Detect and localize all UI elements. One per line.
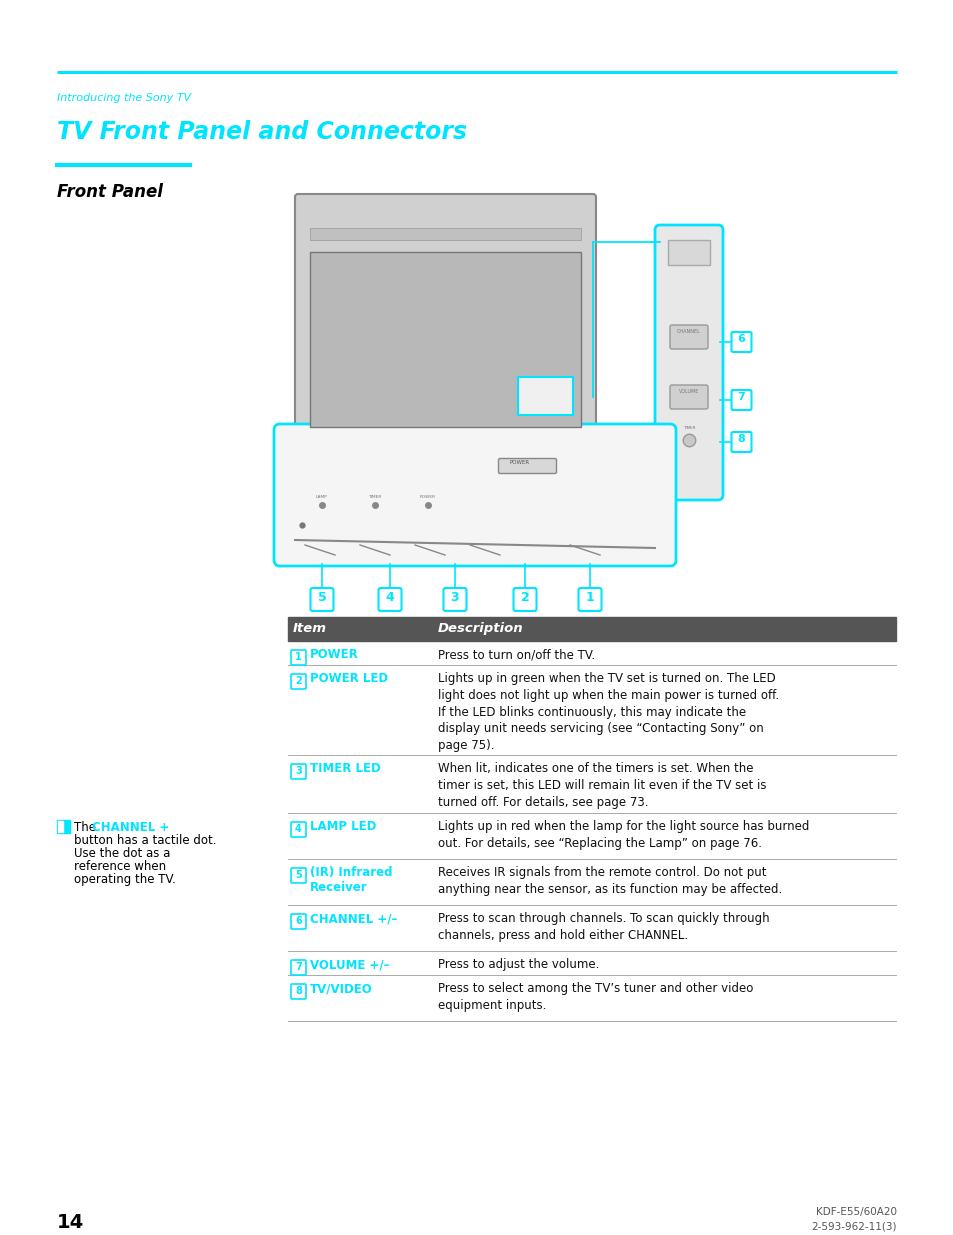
Text: 1: 1 — [294, 652, 301, 662]
Text: button has a tactile dot.: button has a tactile dot. — [74, 834, 216, 847]
Text: KDF-E55/60A20
2-593-962-11(3): KDF-E55/60A20 2-593-962-11(3) — [811, 1207, 896, 1231]
Text: VOLUME +/–: VOLUME +/– — [310, 958, 389, 971]
FancyBboxPatch shape — [291, 674, 306, 689]
FancyBboxPatch shape — [731, 432, 751, 452]
Text: 4: 4 — [294, 824, 301, 834]
Text: LAMP: LAMP — [315, 495, 328, 499]
FancyBboxPatch shape — [291, 868, 306, 883]
Text: POWER LED: POWER LED — [310, 672, 388, 685]
Text: Press to turn on/off the TV.: Press to turn on/off the TV. — [437, 648, 595, 661]
FancyBboxPatch shape — [378, 588, 401, 611]
FancyBboxPatch shape — [310, 588, 334, 611]
FancyBboxPatch shape — [443, 588, 466, 611]
Text: The: The — [74, 821, 100, 834]
Text: 2: 2 — [294, 676, 301, 685]
Text: Lights up in green when the TV set is turned on. The LED
light does not light up: Lights up in green when the TV set is tu… — [437, 672, 779, 752]
Text: TV Front Panel and Connectors: TV Front Panel and Connectors — [57, 120, 467, 144]
FancyBboxPatch shape — [513, 588, 536, 611]
Bar — [288, 618, 895, 641]
FancyBboxPatch shape — [291, 960, 306, 974]
Bar — [58, 821, 63, 832]
Text: Press to scan through channels. To scan quickly through
channels, press and hold: Press to scan through channels. To scan … — [437, 911, 769, 942]
FancyBboxPatch shape — [291, 914, 306, 929]
Text: CHANNEL +: CHANNEL + — [91, 821, 169, 834]
Text: operating the TV.: operating the TV. — [74, 873, 175, 885]
Text: Front Panel: Front Panel — [57, 183, 163, 201]
Text: POWER: POWER — [419, 495, 436, 499]
Text: Receives IR signals from the remote control. Do not put
anything near the sensor: Receives IR signals from the remote cont… — [437, 866, 781, 895]
FancyBboxPatch shape — [731, 390, 751, 410]
Text: CHANNEL: CHANNEL — [677, 329, 700, 333]
FancyBboxPatch shape — [291, 823, 306, 837]
Text: 1: 1 — [585, 592, 594, 604]
Bar — [667, 240, 709, 266]
Text: 3: 3 — [294, 766, 301, 776]
Bar — [310, 252, 580, 427]
FancyBboxPatch shape — [291, 650, 306, 664]
FancyBboxPatch shape — [274, 424, 676, 566]
FancyBboxPatch shape — [291, 764, 306, 779]
FancyBboxPatch shape — [655, 225, 722, 500]
Text: POWER: POWER — [310, 648, 358, 661]
Text: TIMER: TIMER — [682, 426, 695, 430]
Text: CHANNEL +/–: CHANNEL +/– — [310, 911, 397, 925]
Text: (IR) Infrared
Receiver: (IR) Infrared Receiver — [310, 866, 392, 894]
Text: 3: 3 — [450, 592, 458, 604]
Text: Introducing the Sony TV: Introducing the Sony TV — [57, 93, 191, 103]
Text: TIMER: TIMER — [368, 495, 381, 499]
Text: When lit, indicates one of the timers is set. When the
timer is set, this LED wi: When lit, indicates one of the timers is… — [437, 762, 765, 809]
Bar — [517, 377, 573, 415]
Text: 8: 8 — [294, 986, 301, 995]
Text: 4: 4 — [385, 592, 394, 604]
Text: 7: 7 — [737, 393, 744, 403]
Text: 5: 5 — [294, 869, 301, 881]
Text: 7: 7 — [294, 962, 301, 972]
Text: Use the dot as a: Use the dot as a — [74, 847, 171, 860]
Bar — [57, 820, 70, 832]
FancyBboxPatch shape — [291, 984, 306, 999]
Text: Press to select among the TV’s tuner and other video
equipment inputs.: Press to select among the TV’s tuner and… — [437, 982, 753, 1011]
FancyBboxPatch shape — [294, 194, 596, 440]
Bar — [395, 437, 495, 451]
Text: Item: Item — [293, 622, 327, 635]
FancyBboxPatch shape — [731, 332, 751, 352]
Text: Description: Description — [437, 622, 523, 635]
FancyBboxPatch shape — [669, 325, 707, 350]
Text: TV/VIDEO: TV/VIDEO — [310, 982, 373, 995]
FancyBboxPatch shape — [498, 458, 556, 473]
Text: 5: 5 — [317, 592, 326, 604]
Text: 2: 2 — [520, 592, 529, 604]
Text: TIMER LED: TIMER LED — [310, 762, 380, 776]
Text: 6: 6 — [294, 916, 301, 926]
Text: LAMP LED: LAMP LED — [310, 820, 376, 832]
Text: 14: 14 — [57, 1213, 84, 1233]
FancyBboxPatch shape — [578, 588, 601, 611]
Text: VOLUME: VOLUME — [679, 389, 699, 394]
Bar — [310, 228, 580, 240]
Text: POWER: POWER — [510, 459, 530, 466]
Text: Lights up in red when the lamp for the light source has burned
out. For details,: Lights up in red when the lamp for the l… — [437, 820, 808, 850]
Text: Press to adjust the volume.: Press to adjust the volume. — [437, 958, 598, 971]
Text: reference when: reference when — [74, 860, 166, 873]
FancyBboxPatch shape — [669, 385, 707, 409]
Text: 8: 8 — [737, 435, 744, 445]
Text: 6: 6 — [737, 335, 744, 345]
